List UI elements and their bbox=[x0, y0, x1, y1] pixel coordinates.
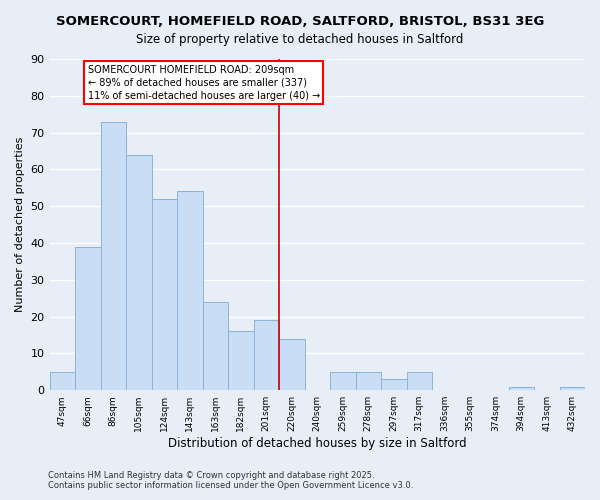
Bar bbox=[330, 372, 356, 390]
Bar bbox=[509, 386, 534, 390]
Bar bbox=[75, 246, 101, 390]
Bar bbox=[279, 338, 305, 390]
Bar bbox=[50, 372, 75, 390]
Bar bbox=[254, 320, 279, 390]
Bar bbox=[560, 386, 585, 390]
Bar bbox=[356, 372, 381, 390]
Bar bbox=[407, 372, 432, 390]
Text: SOMERCOURT HOMEFIELD ROAD: 209sqm
← 89% of detached houses are smaller (337)
11%: SOMERCOURT HOMEFIELD ROAD: 209sqm ← 89% … bbox=[88, 64, 320, 101]
Bar bbox=[177, 192, 203, 390]
Bar bbox=[381, 379, 407, 390]
Bar bbox=[152, 199, 177, 390]
Text: Contains HM Land Registry data © Crown copyright and database right 2025.
Contai: Contains HM Land Registry data © Crown c… bbox=[48, 470, 413, 490]
Text: SOMERCOURT, HOMEFIELD ROAD, SALTFORD, BRISTOL, BS31 3EG: SOMERCOURT, HOMEFIELD ROAD, SALTFORD, BR… bbox=[56, 15, 544, 28]
Bar bbox=[228, 332, 254, 390]
Y-axis label: Number of detached properties: Number of detached properties bbox=[15, 137, 25, 312]
Bar bbox=[126, 154, 152, 390]
Bar bbox=[203, 302, 228, 390]
Text: Size of property relative to detached houses in Saltford: Size of property relative to detached ho… bbox=[136, 32, 464, 46]
X-axis label: Distribution of detached houses by size in Saltford: Distribution of detached houses by size … bbox=[168, 437, 467, 450]
Bar bbox=[101, 122, 126, 390]
